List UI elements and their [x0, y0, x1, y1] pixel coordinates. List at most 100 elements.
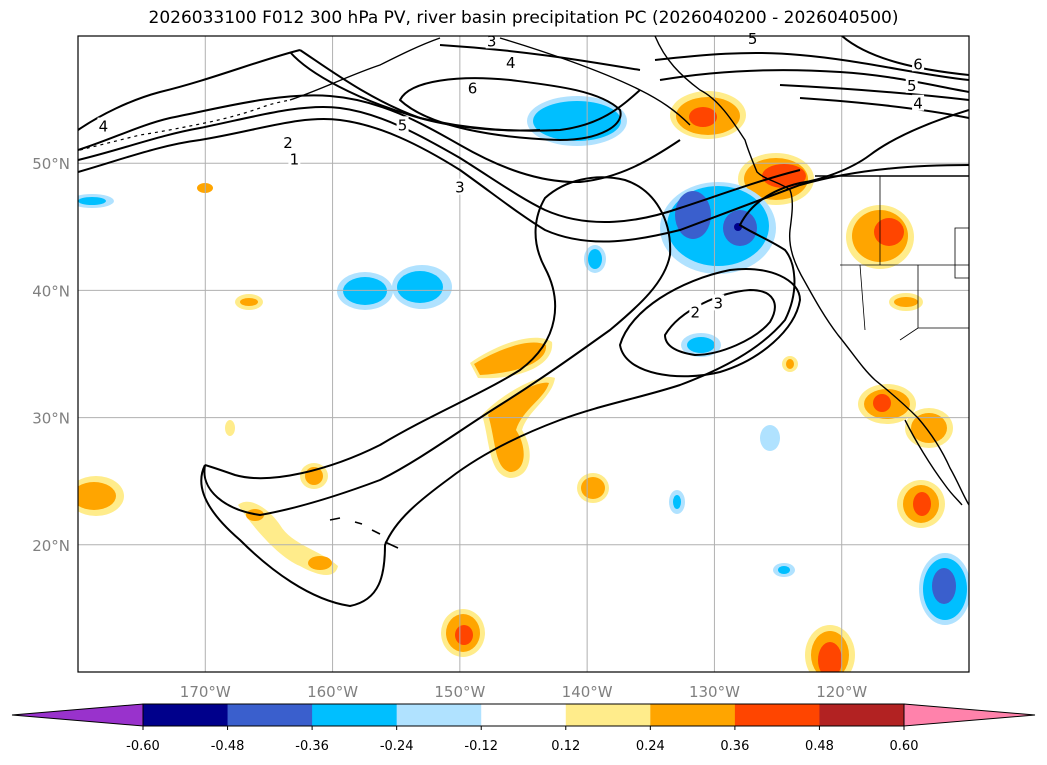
- precip-blob: [343, 277, 387, 305]
- pv-contour-2: [78, 106, 801, 224]
- contour-label-bg: [689, 303, 702, 320]
- colorbar-frame: [142, 703, 905, 727]
- pv-contour-closed-3: [663, 288, 776, 357]
- lat-tick-label: 50°N: [32, 155, 70, 173]
- colorbar-segment: [819, 704, 905, 726]
- contour-label-bg: [746, 29, 759, 46]
- pv-contour-label: 2: [283, 134, 293, 152]
- lon-tick-label: 140°W: [562, 683, 613, 701]
- precip-blob: [581, 477, 605, 499]
- pv-contour-label: 4: [506, 54, 516, 72]
- contour-label-bg: [396, 116, 409, 133]
- contour-label-bg: [282, 134, 295, 151]
- precip-blob: [588, 249, 602, 269]
- precip-blob: [818, 642, 842, 672]
- precip-blob: [474, 342, 547, 375]
- pv-contour-3-ne: [439, 44, 969, 93]
- north-america-coast: [654, 36, 969, 506]
- colorbar-extend-high: [903, 703, 1036, 727]
- pv-contour-label: 3: [713, 294, 723, 312]
- precip-blob: [675, 191, 711, 239]
- contour-label-bg: [905, 76, 918, 93]
- precip-blob: [78, 197, 106, 205]
- colorbar-segment: [650, 704, 736, 726]
- pv-contour-6: [398, 77, 622, 142]
- precip-blob: [760, 425, 780, 451]
- colorbar-segment: [312, 704, 398, 726]
- contour-label-bg: [912, 94, 925, 111]
- contour-label-bg: [712, 294, 725, 311]
- pv-contour-6-ne: [841, 36, 969, 76]
- colorbar-tick-label: -0.12: [464, 739, 498, 754]
- lon-tick-label: 160°W: [307, 683, 358, 701]
- colorbar-segment: [143, 704, 229, 726]
- pv-contour-label: 3: [455, 179, 465, 197]
- pv-contour-closed-2: [618, 268, 802, 378]
- contour-label-bg: [288, 150, 301, 167]
- colorbar-tick-label: -0.60: [126, 739, 160, 754]
- precip-blob: [673, 495, 681, 509]
- baja-coast: [904, 419, 963, 506]
- lat-tick-label: 30°N: [32, 410, 70, 428]
- pv-contour-5: [299, 49, 969, 132]
- pv-contour-label: 1: [290, 151, 300, 169]
- precip-blob: [225, 420, 235, 436]
- precip-blob: [778, 566, 790, 574]
- colorbar-segment: [227, 704, 313, 726]
- pv-contour-label: 5: [398, 116, 408, 134]
- precip-blob: [488, 382, 549, 472]
- precip-blob: [240, 298, 258, 306]
- aleutian-islands: [79, 99, 291, 151]
- contour-label-bg: [912, 55, 925, 72]
- colorbar-extend-low: [11, 703, 144, 727]
- state-borders: [840, 176, 969, 341]
- colorbar-segment: [481, 704, 567, 726]
- contour-label-bg: [97, 117, 110, 134]
- pv-contour-label: 2: [691, 303, 701, 321]
- precip-blob: [78, 482, 116, 510]
- chart-title: 2026033100 F012 300 hPa PV, river basin …: [148, 8, 899, 28]
- pv-contour-label: 6: [913, 55, 923, 73]
- pv-contour-trough: [203, 176, 672, 517]
- colorbar-tick-label: 0.12: [551, 739, 580, 754]
- lon-tick-label: 170°W: [180, 683, 231, 701]
- contour-label-bg: [453, 178, 466, 195]
- pv-contour-label: 5: [748, 30, 758, 48]
- precip-blob: [238, 501, 338, 576]
- lat-tick-label: 40°N: [32, 282, 70, 300]
- pv-contour-5-ne: [779, 84, 969, 101]
- contour-label-bg: [504, 53, 517, 70]
- map-frame: [77, 35, 970, 673]
- lon-tick-label: 150°W: [434, 683, 485, 701]
- pv-contours: [78, 36, 969, 608]
- pv-contour-label: 6: [468, 79, 478, 97]
- precip-blob: [687, 337, 715, 353]
- pv-contour-1: [78, 118, 969, 243]
- precip-blob: [786, 359, 794, 369]
- lat-tick-label: 20°N: [32, 537, 70, 555]
- contour-label-bg: [466, 79, 479, 96]
- pv-contour-label: 4: [99, 118, 109, 136]
- pv-contour-label: 4: [913, 95, 923, 113]
- precip-blob: [932, 568, 956, 604]
- precip-blob: [455, 625, 473, 645]
- colorbar-tick-label: 0.48: [805, 739, 834, 754]
- colorbar-segment: [396, 704, 482, 726]
- colorbar-tick-label: -0.24: [380, 739, 414, 754]
- precip-blob: [308, 556, 332, 570]
- pv-contour-label: 3: [487, 32, 497, 50]
- colorbar-segment: [565, 704, 651, 726]
- precip-blob: [689, 107, 717, 127]
- precip-shading: [78, 91, 969, 672]
- pv-contour-trough-inner: [200, 109, 969, 608]
- precip-blob: [874, 218, 904, 246]
- precip-blob: [913, 492, 931, 516]
- colorbar-tick-label: -0.48: [211, 739, 245, 754]
- precip-blob: [762, 164, 806, 188]
- gridlines: [78, 36, 969, 672]
- alaska-coast: [289, 37, 691, 126]
- colorbar-tick-label: 0.36: [720, 739, 749, 754]
- coastlines: [79, 36, 969, 549]
- precip-blob: [533, 101, 621, 141]
